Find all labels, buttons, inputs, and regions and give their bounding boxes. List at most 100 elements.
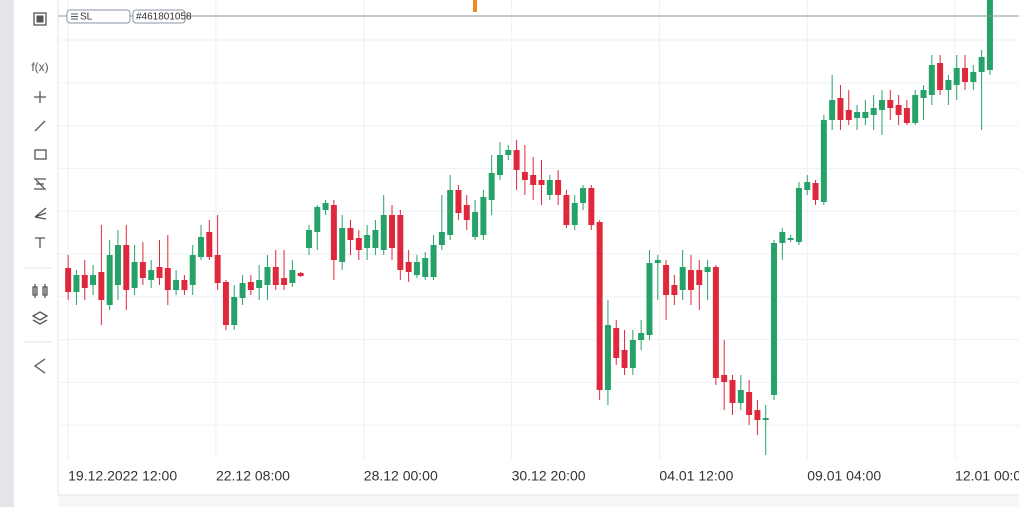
candle-body [588, 188, 595, 225]
candle-body [920, 90, 927, 98]
candle-body [214, 255, 221, 283]
candle-body [555, 180, 562, 195]
candle-body [314, 207, 321, 232]
candle-body [646, 263, 653, 335]
candle-body [696, 270, 703, 285]
candle-body [737, 390, 744, 403]
x-tick-label: 09.01 04:00 [807, 468, 881, 484]
toolbar-icons: f(x) [24, 12, 52, 374]
crosshair-icon[interactable] [34, 91, 46, 103]
candle-body [65, 268, 72, 292]
candle-body [380, 215, 387, 250]
candle-body [854, 112, 861, 118]
order-badge[interactable] [66, 9, 131, 24]
x-tick-label: 04.01 12:00 [659, 468, 733, 484]
candle-body [430, 245, 437, 277]
candle-body [189, 255, 196, 285]
candle-body [297, 273, 304, 276]
bottom-panel [58, 496, 1019, 507]
candle-body [687, 270, 694, 290]
candle-body [895, 105, 902, 115]
candle-body [563, 195, 570, 225]
marker [473, 0, 477, 12]
candle-body [953, 68, 960, 85]
x-tick-label: 12.01 00:00 [955, 468, 1019, 484]
candle-body [98, 272, 105, 300]
candle-body [613, 328, 620, 358]
candle-body [413, 262, 420, 275]
candle-body [580, 188, 587, 203]
candle-body [521, 172, 528, 180]
candle-body [164, 268, 171, 290]
order-id: #461801058 [136, 12, 192, 23]
candle-body [281, 278, 288, 285]
left-edge [0, 0, 14, 507]
candle-body [173, 280, 180, 290]
candle-body [870, 108, 877, 115]
line-icon[interactable] [34, 120, 46, 132]
rectangle-icon[interactable] [34, 149, 47, 160]
layers-icon[interactable] [31, 311, 49, 325]
candle-body [679, 267, 686, 290]
candle-body [397, 215, 404, 270]
candle-body [222, 282, 229, 325]
drawing-toolbar [14, 0, 58, 507]
candle-body [206, 232, 213, 257]
text-icon[interactable] [35, 237, 45, 248]
candle-body [746, 392, 753, 415]
layout-icon-fill [36, 15, 44, 23]
layout-icon[interactable] [33, 12, 47, 26]
candle-body [829, 100, 836, 120]
candle-body [73, 275, 80, 292]
candle-body [629, 340, 636, 368]
candle-body [538, 180, 545, 185]
candle-body [771, 243, 778, 395]
fan-icon[interactable] [34, 207, 47, 220]
candle-body [729, 380, 736, 403]
candle-body [638, 333, 645, 340]
indicator-button[interactable]: f(x) [31, 60, 48, 74]
fib-icon[interactable] [34, 178, 46, 190]
candle-body [339, 228, 346, 262]
candle-body [571, 203, 578, 225]
candle-body [347, 228, 354, 240]
candle-body [148, 270, 155, 280]
x-tick-label: 19.12.2022 12:00 [68, 468, 177, 484]
candle-body [123, 245, 130, 290]
candle-body [422, 258, 429, 277]
candle-body [330, 205, 337, 260]
order-menu-icon [71, 13, 78, 20]
candle-body [878, 100, 885, 110]
candle-body [754, 410, 761, 420]
candle-body [231, 297, 238, 325]
candle-body [795, 188, 802, 242]
candle-body [480, 197, 487, 235]
candle-body [837, 98, 844, 120]
x-tick-label: 22.12 08:00 [216, 468, 290, 484]
candle-body [779, 232, 786, 243]
candle-body [405, 262, 412, 272]
share-icon[interactable] [33, 358, 46, 374]
candle-body [181, 280, 188, 290]
horizontal-grid [58, 0, 1019, 460]
candle-body [596, 222, 603, 390]
candle-body [903, 108, 910, 123]
candle-body [513, 150, 520, 170]
candle-body [704, 267, 711, 272]
candle-body [81, 275, 88, 288]
candle-body [305, 230, 312, 248]
candle-body [604, 325, 611, 390]
candle-body [912, 95, 919, 123]
candle-body [970, 72, 977, 82]
candle-body [654, 260, 661, 263]
candle-body [389, 215, 396, 248]
chart-style-icon[interactable] [32, 284, 48, 298]
x-tick-label: 28.12 00:00 [364, 468, 438, 484]
order-id-badge[interactable] [132, 9, 186, 24]
candle-body [106, 255, 113, 305]
candle-body [845, 110, 852, 120]
candle-body [455, 190, 462, 213]
candle-body [820, 120, 827, 202]
candle-body [114, 245, 121, 285]
